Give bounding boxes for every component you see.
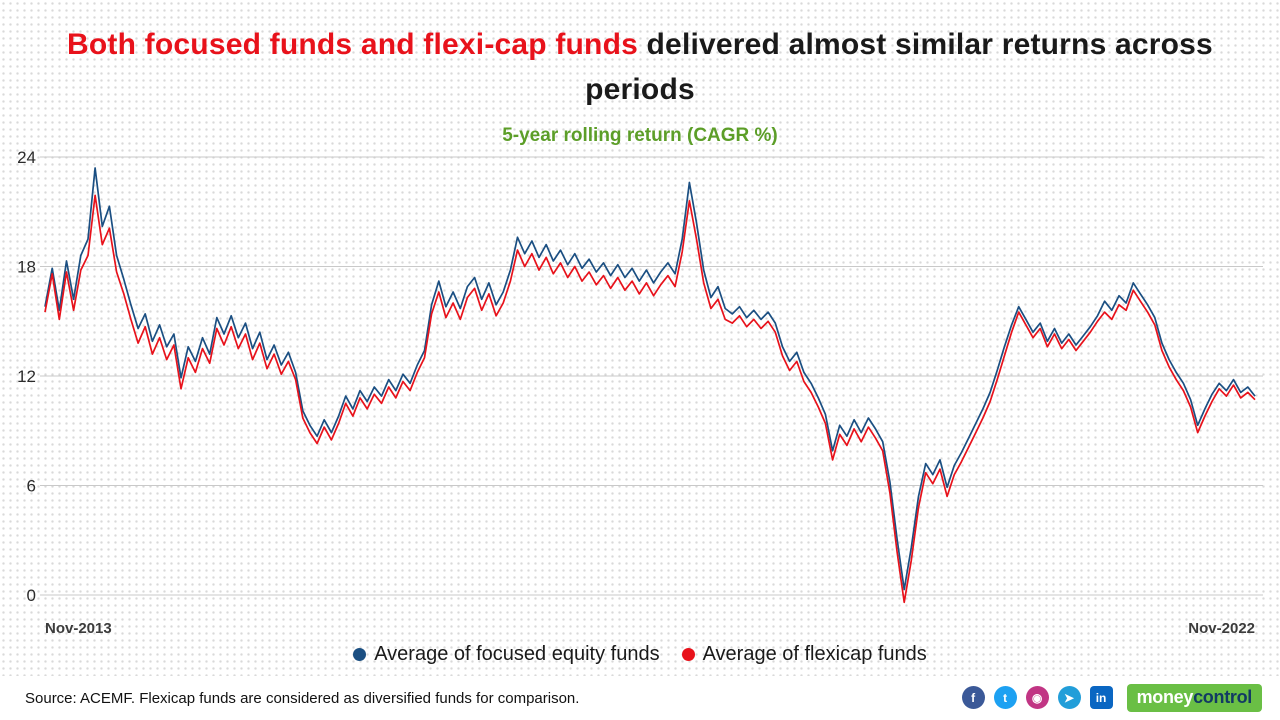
x-axis-label-end: Nov-2022 [1188, 620, 1255, 637]
twitter-icon[interactable]: t [993, 686, 1017, 710]
linkedin-icon[interactable]: in [1089, 686, 1113, 710]
y-tick-label: 0 [27, 586, 36, 605]
legend-dot [681, 648, 695, 661]
series-line [44, 167, 1256, 591]
x-axis-label-start: Nov-2013 [45, 620, 112, 637]
title-highlight: Both focused funds and flexi-cap funds [67, 28, 638, 61]
chart-subtitle: 5-year rolling return (CAGR %) [502, 125, 778, 146]
instagram-icon[interactable]: ◉ [1025, 686, 1049, 710]
moneycontrol-logo[interactable]: moneycontrol [1126, 684, 1262, 712]
title-rest: delivered almost similar returns across … [585, 28, 1213, 106]
y-tick-label: 6 [27, 477, 36, 496]
legend-item: Average of focused equity funds [353, 643, 660, 666]
legend-item: Average of flexicap funds [681, 643, 927, 666]
legend-label: Average of focused equity funds [374, 643, 660, 665]
footer-right: f t ◉ ➤ in moneycontrol [961, 684, 1262, 712]
page-title: Both focused funds and flexi-cap funds d… [65, 22, 1215, 112]
social-icons: f t ◉ ➤ in [961, 686, 1113, 710]
footer: Source: ACEMF. Flexicap funds are consid… [0, 676, 1280, 720]
series-line [44, 194, 1256, 604]
logo-money: money [1136, 687, 1194, 708]
y-tick-label: 12 [17, 367, 36, 386]
chart-svg: 24 18 12 6 0 [17, 148, 1263, 605]
y-tick-label: 24 [17, 148, 36, 167]
legend-dot [353, 648, 367, 661]
source-text: Source: ACEMF. Flexicap funds are consid… [25, 689, 580, 707]
logo-control: control [1193, 687, 1252, 708]
legend-label: Average of flexicap funds [702, 643, 927, 665]
y-tick-label: 18 [17, 258, 36, 277]
telegram-icon[interactable]: ➤ [1057, 686, 1081, 710]
facebook-icon[interactable]: f [961, 686, 985, 710]
legend: Average of focused equity funds Average … [0, 643, 1280, 666]
